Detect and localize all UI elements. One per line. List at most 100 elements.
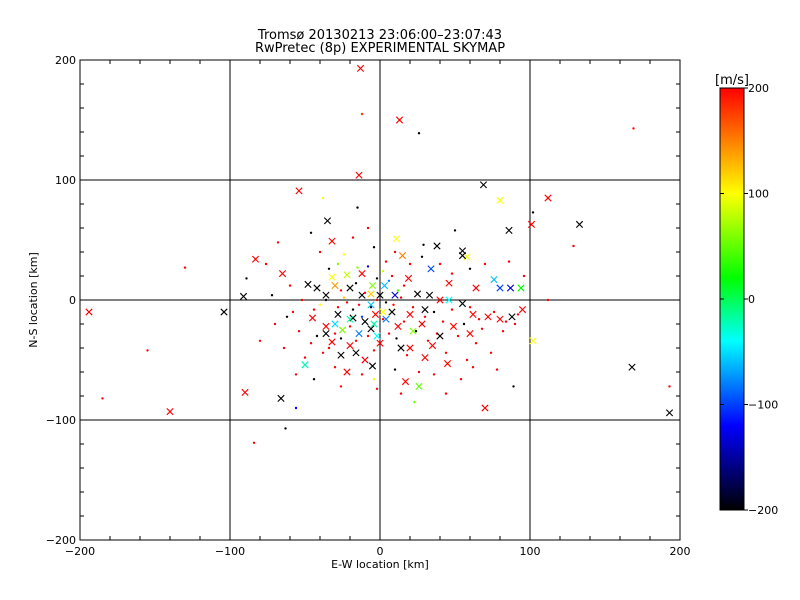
cross-marker [313,284,321,292]
cross-marker [346,342,354,350]
cross-stroke [518,306,527,314]
dot-marker [309,231,313,234]
dot-marker [393,250,397,254]
cross-marker [338,326,347,334]
cross-marker [466,330,474,338]
dot-marker [450,308,454,311]
cross-marker [322,291,330,299]
dot-marker [414,330,418,333]
cross-stroke [469,310,477,318]
cross-marker [628,363,636,371]
dot-marker [324,298,328,302]
cross-marker [278,270,287,278]
dot-marker [513,322,517,326]
cross-stroke [427,265,435,273]
cross-stroke [361,318,369,326]
dot-marker [399,296,403,299]
cross-stroke [337,351,345,359]
cross-marker [496,315,504,323]
cross-marker [527,220,536,228]
dot-marker [512,385,515,388]
cross-marker [368,282,377,290]
dot-marker [288,284,292,287]
cross-marker [406,310,414,318]
cross-stroke [490,276,498,284]
dot-marker [291,310,295,314]
cross-stroke [433,242,441,250]
dot-marker [327,267,331,270]
cross-marker [505,226,513,234]
dot-marker [348,325,352,328]
cross-stroke [418,320,426,328]
cross-stroke [322,291,330,299]
cross-marker [356,64,365,72]
dot-marker [462,322,466,326]
dot-marker [339,337,343,340]
dot-marker [284,427,287,430]
cross-stroke [505,226,513,234]
dot-marker [468,267,472,270]
cross-stroke [277,394,285,402]
colorbar-label: [m/s] [715,73,749,88]
cross-stroke [367,290,375,298]
cross-marker [469,310,477,318]
dot-marker [146,349,149,352]
y-tick-label: 100 [55,174,76,187]
cross-stroke [421,306,429,314]
dot-marker [285,315,289,318]
dot-marker [318,250,322,254]
dot-marker [354,282,358,285]
dot-marker [339,289,343,292]
dot-marker [546,298,550,302]
dot-marker [351,308,355,311]
dot-marker [300,298,304,302]
cross-stroke [397,344,405,352]
cross-stroke [472,284,480,292]
dot-marker [252,441,256,444]
cross-marker [529,337,537,345]
cross-marker [445,279,453,287]
cross-marker [368,362,377,370]
cross-stroke [352,349,360,357]
cross-marker [358,270,366,278]
cross-marker [418,320,426,328]
cross-marker [323,217,332,225]
cross-marker [395,116,404,124]
dot-marker [258,339,262,342]
cross-stroke [401,378,410,386]
dot-marker [477,318,481,321]
colorbar-tick-label: −200 [748,504,778,517]
cross-stroke [331,320,339,328]
cross-marker [413,290,422,298]
cross-stroke [361,356,369,364]
grid-lines [80,60,680,540]
cross-stroke [346,284,354,292]
cross-stroke [395,116,404,124]
dot-marker [270,294,274,297]
cross-marker [346,284,354,292]
cross-marker [331,282,339,290]
dot-marker [531,211,535,214]
cross-stroke [458,300,467,308]
cross-stroke [496,315,504,323]
dot-marker [333,332,337,335]
cross-marker [370,320,378,328]
cross-marker [394,322,402,330]
cross-marker [415,382,423,390]
dot-marker [372,349,376,352]
y-tick-label: 200 [55,54,76,67]
colorbar-tick-label: 100 [748,188,769,201]
cross-marker [427,265,435,273]
cross-marker [371,310,380,318]
cross-stroke [239,292,248,300]
cross-marker [449,322,458,330]
cross-marker [458,300,467,308]
y-tick-label: −200 [46,534,76,547]
cross-stroke [445,296,453,304]
cross-stroke [481,404,489,412]
cross-stroke [322,322,330,330]
cross-stroke [665,409,674,417]
dot-marker [336,262,340,266]
cross-stroke [404,274,413,282]
